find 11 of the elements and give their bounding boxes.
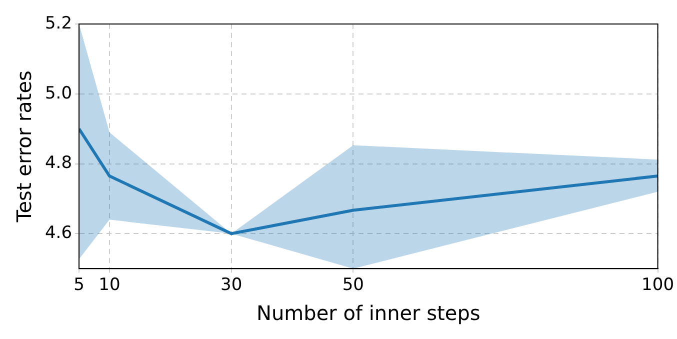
x-tick-label: 30 (220, 275, 242, 296)
x-tick-label: 10 (98, 275, 120, 296)
y-tick-label: 5.2 (44, 13, 72, 34)
y-tick-label: 4.8 (44, 153, 72, 174)
y-tick-label: 4.6 (44, 223, 72, 244)
y-tick-label: 5.0 (44, 83, 72, 104)
x-tick-label: 50 (342, 275, 364, 296)
x-axis-title: Number of inner steps (256, 301, 480, 326)
x-tick-label: 100 (642, 275, 674, 296)
y-axis-title: Test error rates (12, 70, 36, 224)
x-tick-label: 5 (74, 275, 84, 296)
